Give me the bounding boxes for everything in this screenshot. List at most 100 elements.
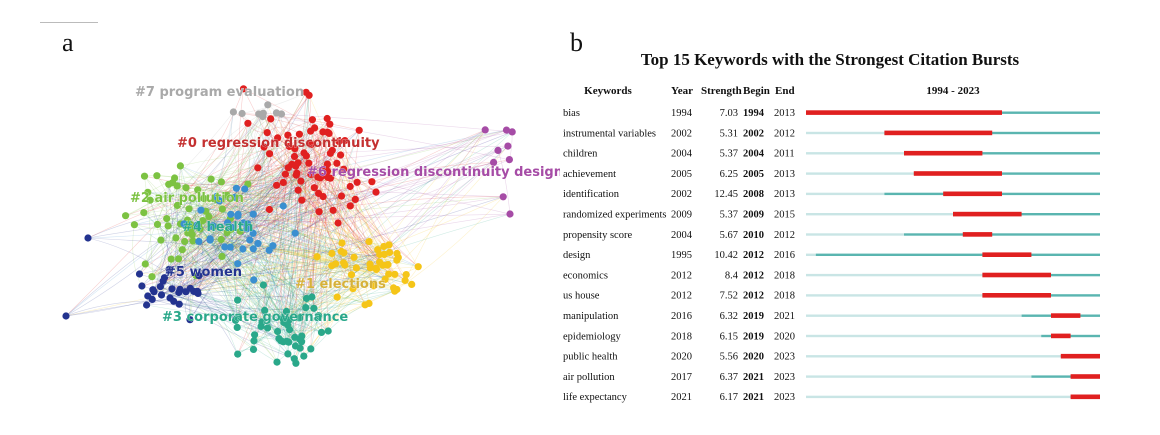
network-node	[502, 126, 511, 134]
network-edge	[258, 113, 377, 193]
network-node	[337, 247, 345, 255]
network-node	[182, 288, 190, 296]
network-node	[274, 327, 282, 336]
network-edge	[65, 274, 407, 317]
end-cell: 2013	[774, 189, 795, 200]
network-edge	[276, 112, 336, 264]
end-cell: 2023	[774, 372, 795, 383]
strength-cell: 5.67	[720, 230, 738, 241]
network-node	[157, 236, 165, 244]
network-node	[337, 192, 346, 200]
table-row: instrumental variables 2002 5.31 2002 2012	[563, 128, 1100, 139]
keyword-cell: instrumental variables	[563, 128, 656, 139]
burst-bar	[1060, 353, 1100, 359]
network-edge	[296, 174, 377, 270]
network-node	[302, 88, 310, 96]
network-node	[239, 245, 247, 253]
network-edge	[134, 224, 355, 258]
network-node	[324, 327, 332, 335]
year-cell: 2018	[671, 331, 692, 342]
network-edge	[198, 241, 297, 364]
network-edge	[185, 112, 264, 188]
network-edge	[294, 156, 395, 292]
table-row: design 1995 10.42 2012 2016	[563, 250, 1100, 261]
network-edge	[185, 246, 384, 293]
network-edge	[327, 177, 375, 286]
begin-cell: 2020	[743, 352, 764, 363]
network-edge	[147, 192, 254, 215]
network-edge	[311, 119, 316, 298]
network-node	[181, 237, 189, 246]
network-edge	[195, 210, 202, 276]
network-node	[234, 296, 242, 304]
strength-cell: 7.03	[720, 108, 738, 119]
network-edge	[141, 213, 511, 287]
table-row: manipulation 2016 6.32 2019 2021	[563, 311, 1100, 322]
keyword-cell: economics	[563, 270, 608, 281]
network-node	[297, 177, 305, 185]
network-node	[207, 175, 215, 183]
begin-cell: 2004	[743, 149, 765, 160]
network-edge	[196, 224, 329, 332]
year-cell: 2005	[671, 169, 692, 180]
year-cell: 2002	[671, 189, 692, 200]
network-node	[231, 193, 239, 201]
network-node	[352, 264, 360, 272]
network-node	[308, 293, 316, 301]
strength-cell: 6.15	[720, 331, 738, 342]
network-node	[319, 193, 327, 201]
network-node	[328, 262, 336, 270]
network-edge	[257, 146, 290, 244]
network-node	[240, 219, 248, 227]
network-edge	[187, 219, 278, 332]
network-nodes	[62, 85, 516, 367]
burst-bar	[982, 252, 1032, 257]
network-node	[311, 124, 319, 132]
begin-cell: 2012	[743, 250, 764, 261]
network-edge	[310, 144, 383, 266]
network-edge	[314, 127, 322, 333]
network-node	[249, 210, 257, 218]
network-edge	[192, 240, 338, 298]
burst-bar	[904, 150, 983, 156]
network-edge	[144, 175, 300, 319]
network-node	[223, 191, 231, 199]
network-edge	[237, 113, 259, 215]
network-edge	[264, 173, 298, 311]
timeline-inactive	[806, 334, 1042, 338]
begin-cell: 1994	[743, 108, 765, 119]
cluster-label: #4 health	[182, 220, 253, 235]
network-edge	[287, 134, 377, 193]
network-edge	[141, 237, 177, 287]
network-node	[144, 188, 152, 196]
network-node	[267, 115, 275, 123]
network-edge	[226, 116, 264, 196]
network-edge	[283, 246, 385, 343]
network-edge	[253, 199, 356, 350]
network-edge	[236, 131, 513, 319]
network-node	[334, 219, 342, 227]
network-node	[296, 314, 304, 322]
network-edge	[242, 92, 307, 114]
network-node	[393, 285, 401, 294]
network-edge	[253, 248, 265, 311]
network-edge	[150, 163, 337, 201]
network-edge	[134, 112, 277, 225]
network-node	[277, 337, 285, 345]
network-edge	[327, 163, 371, 268]
keyword-cell: manipulation	[563, 311, 619, 322]
network-edge	[169, 214, 232, 270]
network-node	[195, 272, 203, 280]
network-edge	[286, 273, 389, 342]
network-edge	[179, 133, 330, 290]
cluster-label: #1 elections	[295, 277, 386, 292]
network-node	[298, 196, 306, 204]
network-node	[234, 260, 242, 268]
network-edge	[197, 113, 259, 294]
network-edge	[237, 165, 297, 301]
burst-bar	[982, 293, 1051, 298]
network-edge	[283, 205, 285, 323]
timeline-active	[1031, 375, 1100, 378]
network-node	[308, 116, 316, 124]
network-node	[385, 270, 393, 278]
